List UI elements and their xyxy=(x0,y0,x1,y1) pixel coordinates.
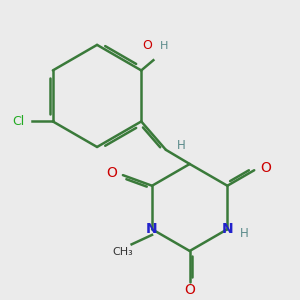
Text: CH₃: CH₃ xyxy=(112,247,133,257)
Text: N: N xyxy=(222,222,233,236)
Text: H: H xyxy=(176,139,185,152)
Text: Cl: Cl xyxy=(12,115,25,128)
Text: H: H xyxy=(160,41,169,51)
Text: N: N xyxy=(146,222,158,236)
Text: O: O xyxy=(260,161,271,175)
Text: O: O xyxy=(184,283,195,297)
Text: H: H xyxy=(239,226,248,239)
Text: O: O xyxy=(106,166,117,180)
Text: O: O xyxy=(142,39,152,52)
